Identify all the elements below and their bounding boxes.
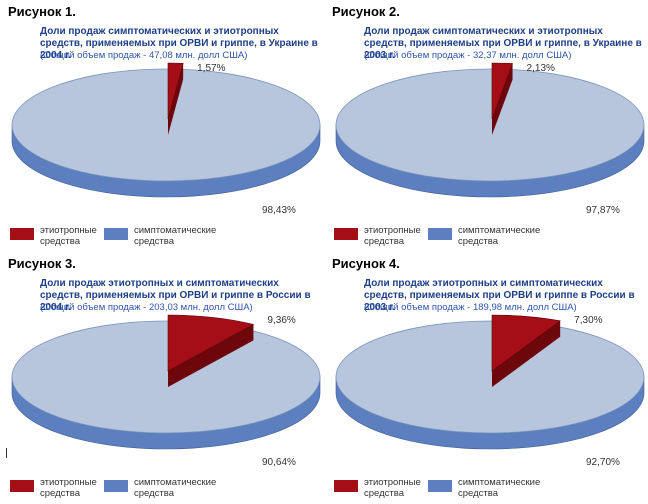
pie-chart: 7,30% 92,70%	[335, 314, 645, 468]
chart-title: Доли продаж этиотропных и симптоматическ…	[40, 278, 311, 313]
legend-label-etiotropic: этиотропные средства	[364, 225, 421, 247]
pie-chart: 1,57% 98,43%	[11, 62, 321, 216]
legend: этиотропные средства симптоматические сре…	[0, 225, 324, 251]
data-label-symptomatic: 97,87%	[586, 205, 620, 216]
data-label-symptomatic: 92,70%	[586, 457, 620, 468]
chart-subtitle: (Общий объем продаж - 189,98 млн. долл С…	[364, 302, 577, 313]
pie-slice-etiotropic-side	[492, 320, 561, 387]
data-label-etiotropic: 9,36%	[267, 315, 295, 326]
pie-slice-symptomatic	[11, 320, 321, 434]
legend-label-symptomatic: симптоматические средства	[458, 477, 541, 499]
legend-swatch-symptomatic	[104, 228, 128, 240]
figure-label: Рисунок 2.	[332, 4, 400, 19]
chart-panel-3: Рисунок 3. Доли продаж этиотропных и симп…	[0, 252, 324, 504]
legend: этиотропные средства симптоматические сре…	[324, 477, 648, 503]
legend-swatch-symptomatic	[104, 480, 128, 492]
data-label-symptomatic: 98,43%	[262, 205, 296, 216]
data-label-symptomatic: 90,64%	[262, 457, 296, 468]
data-label-etiotropic: 1,57%	[197, 63, 225, 74]
chart-title: Доли продаж симптоматических и этиотропн…	[40, 26, 318, 61]
pie-slice-etiotropic-side	[168, 324, 254, 387]
divider	[6, 448, 7, 458]
pie-chart: 2,13% 97,87%	[335, 62, 645, 216]
chart-subtitle: (Общий объем продаж - 47,08 млн. долл СШ…	[40, 50, 248, 61]
legend-label-etiotropic: этиотропные средства	[364, 477, 421, 499]
pie-slice-etiotropic	[167, 62, 184, 120]
pie-slice-etiotropic-side	[168, 63, 184, 135]
pie-slice-symptomatic	[335, 320, 645, 434]
pie-slice-symptomatic	[335, 68, 645, 182]
pie-slice-etiotropic-side	[492, 63, 513, 135]
chart-title: Доли продаж симптоматических и этиотропн…	[364, 26, 642, 61]
legend-label-symptomatic: симптоматические средства	[134, 225, 217, 247]
figure-label: Рисунок 3.	[8, 256, 76, 271]
pie-slice-etiotropic	[167, 314, 255, 372]
figure-label: Рисунок 1.	[8, 4, 76, 19]
legend-swatch-symptomatic	[428, 480, 452, 492]
chart-panel-1: Рисунок 1. Доли продаж симптоматических и…	[0, 0, 324, 252]
legend-swatch-symptomatic	[428, 228, 452, 240]
legend-swatch-etiotropic	[10, 228, 34, 240]
legend: этиотропные средства симптоматические сре…	[324, 225, 648, 251]
chart-title: Доли продаж этиотропных и симптоматическ…	[364, 278, 635, 313]
pie-slice-etiotropic	[491, 314, 561, 372]
chart-subtitle: (Общий объем продаж - 203,03 млн. долл С…	[40, 302, 253, 313]
chart-panel-4: Рисунок 4. Доли продаж этиотропных и симп…	[324, 252, 648, 504]
pie-chart: 9,36% 90,64%	[11, 314, 321, 468]
chart-panel-2: Рисунок 2. Доли продаж симптоматических и…	[324, 0, 648, 252]
legend-label-symptomatic: симптоматические средства	[134, 477, 217, 499]
legend-swatch-etiotropic	[334, 228, 358, 240]
legend-swatch-etiotropic	[10, 480, 34, 492]
legend-label-etiotropic: этиотропные средства	[40, 477, 97, 499]
legend-swatch-etiotropic	[334, 480, 358, 492]
pie-slice-etiotropic	[491, 62, 513, 120]
figure-label: Рисунок 4.	[332, 256, 400, 271]
legend: этиотропные средства симптоматические сре…	[0, 477, 324, 503]
pie-slice-symptomatic	[11, 68, 321, 182]
chart-subtitle: (Общий объем продаж - 32,37 млн. долл СШ…	[364, 50, 572, 61]
data-label-etiotropic: 7,30%	[574, 315, 602, 326]
legend-label-etiotropic: этиотропные средства	[40, 225, 97, 247]
legend-label-symptomatic: симптоматические средства	[458, 225, 541, 247]
data-label-etiotropic: 2,13%	[527, 63, 555, 74]
